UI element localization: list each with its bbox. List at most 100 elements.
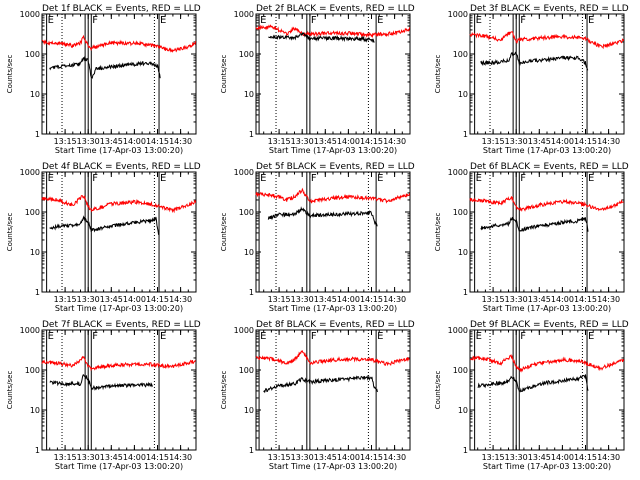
y-tick-label: 100 [453,50,468,59]
panel-title: Det 2f BLACK = Events, RED = LLD [256,4,415,14]
x-tick-label: 13:30 [291,295,314,304]
x-tick-label: 14:30 [597,453,620,462]
vertical-marker-label: E [377,15,383,26]
y-tick-label: 100 [453,366,468,375]
x-tick-label: 14:15 [146,137,169,146]
x-tick-label: 13:30 [505,295,528,304]
y-axis-label: Counts/sec [220,213,228,252]
panel-title: Det 3f BLACK = Events, RED = LLD [470,4,629,14]
x-tick-label: 13:15 [54,295,77,304]
x-tick-label: 13:45 [314,453,337,462]
vertical-marker-label: E [476,331,482,342]
x-tick-label: 13:15 [268,295,291,304]
vertical-marker-label: E [377,331,383,342]
y-tick-label: 1 [35,130,40,139]
x-tick-label: 13:30 [505,453,528,462]
x-tick-label: 13:15 [482,295,505,304]
x-tick-label: 13:30 [77,453,100,462]
y-tick-label: 1 [463,288,468,297]
series-line-events [263,374,378,394]
x-tick-label: 14:00 [123,453,146,462]
series-line-lld [469,354,625,373]
y-axis-label: Counts/sec [434,55,442,94]
vertical-marker-label: E [160,15,166,26]
vertical-marker-label: F [311,15,317,26]
x-axis-label: Start Time (17-Apr-03 13:00:20) [269,462,397,471]
x-tick-label: 13:45 [314,137,337,146]
plot-frame [41,171,197,293]
x-tick-label: 13:30 [505,137,528,146]
vertical-marker-label: E [260,15,266,26]
y-axis-label: Counts/sec [6,213,14,252]
y-tick-label: 10 [244,90,254,99]
panel-title: Det 9f BLACK = Events, RED = LLD [470,320,629,330]
y-tick-label: 1 [463,130,468,139]
x-tick-label: 13:15 [482,453,505,462]
x-tick-label: 13:15 [54,453,77,462]
series-line-events [268,31,375,43]
y-tick-label: 100 [239,366,254,375]
plot-frame [469,329,625,451]
series-line-lld [255,187,411,204]
x-tick-label: 13:45 [528,295,551,304]
x-tick-label: 13:45 [528,137,551,146]
series-line-events [49,374,154,391]
x-tick-label: 14:15 [360,295,383,304]
panel-title: Det 7f BLACK = Events, RED = LLD [42,320,201,330]
series-line-lld [255,24,411,39]
panel-title: Det 5f BLACK = Events, RED = LLD [256,162,415,172]
x-tick-label: 13:45 [528,453,551,462]
y-tick-label: 10 [458,90,468,99]
y-tick-label: 1000 [448,10,468,19]
y-tick-label: 1000 [20,10,40,19]
x-tick-label: 14:15 [360,137,383,146]
x-tick-label: 13:45 [100,295,123,304]
series-line-lld [469,195,624,212]
series-line-lld [41,194,197,214]
plot-frame [41,13,197,135]
detector-panel-7: Det 7f BLACK = Events, RED = LLD 1 10 100 10… [6,320,201,471]
vertical-marker-label: E [48,15,54,26]
y-tick-label: 1000 [234,10,254,19]
x-tick-label: 14:15 [574,295,597,304]
series-line-lld [41,34,197,53]
y-tick-label: 1 [249,130,254,139]
detector-panel-4: Det 4f BLACK = Events, RED = LLD 1 10 100 10… [6,162,201,313]
y-tick-label: 1000 [448,168,468,177]
vertical-marker-label: E [260,173,266,184]
x-axis-label: Start Time (17-Apr-03 13:00:20) [269,304,397,313]
vertical-marker-label: E [48,331,54,342]
detector-panel-1: Det 1f BLACK = Events, RED = LLD 1 10 100 10… [6,4,201,155]
x-tick-label: 13:30 [291,137,314,146]
x-axis-label: Start Time (17-Apr-03 13:00:20) [483,146,611,155]
x-tick-label: 13:45 [100,137,123,146]
y-tick-label: 10 [244,406,254,415]
panel-title: Det 1f BLACK = Events, RED = LLD [42,4,201,14]
y-tick-label: 10 [244,248,254,257]
x-tick-label: 14:15 [574,137,597,146]
x-tick-label: 13:15 [482,137,505,146]
vertical-marker-label: F [92,173,98,184]
x-tick-label: 14:00 [337,453,360,462]
x-tick-label: 14:00 [551,453,574,462]
x-axis-label: Start Time (17-Apr-03 13:00:20) [483,304,611,313]
y-tick-label: 1000 [20,326,40,335]
series-line-events [49,55,161,79]
x-tick-label: 14:00 [337,137,360,146]
series-line-lld [255,350,410,367]
y-tick-label: 1000 [234,326,254,335]
x-tick-label: 14:15 [360,453,383,462]
series-line-events [477,374,589,393]
x-tick-label: 13:45 [314,295,337,304]
vertical-marker-label: E [260,331,266,342]
vertical-marker-label: E [48,173,54,184]
y-axis-label: Counts/sec [6,55,14,94]
series-line-events [267,206,378,227]
detector-panel-8: Det 8f BLACK = Events, RED = LLD 1 10 100 10… [220,320,415,471]
y-axis-label: Counts/sec [6,371,14,410]
y-tick-label: 10 [458,248,468,257]
detector-panel-6: Det 6f BLACK = Events, RED = LLD 1 10 100 10… [434,162,629,313]
x-tick-label: 14:30 [169,453,192,462]
y-tick-label: 10 [30,406,40,415]
